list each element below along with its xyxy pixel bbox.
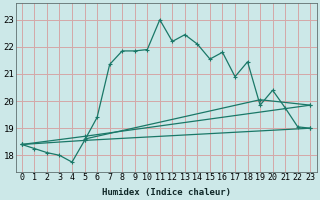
X-axis label: Humidex (Indice chaleur): Humidex (Indice chaleur) [101,188,231,197]
